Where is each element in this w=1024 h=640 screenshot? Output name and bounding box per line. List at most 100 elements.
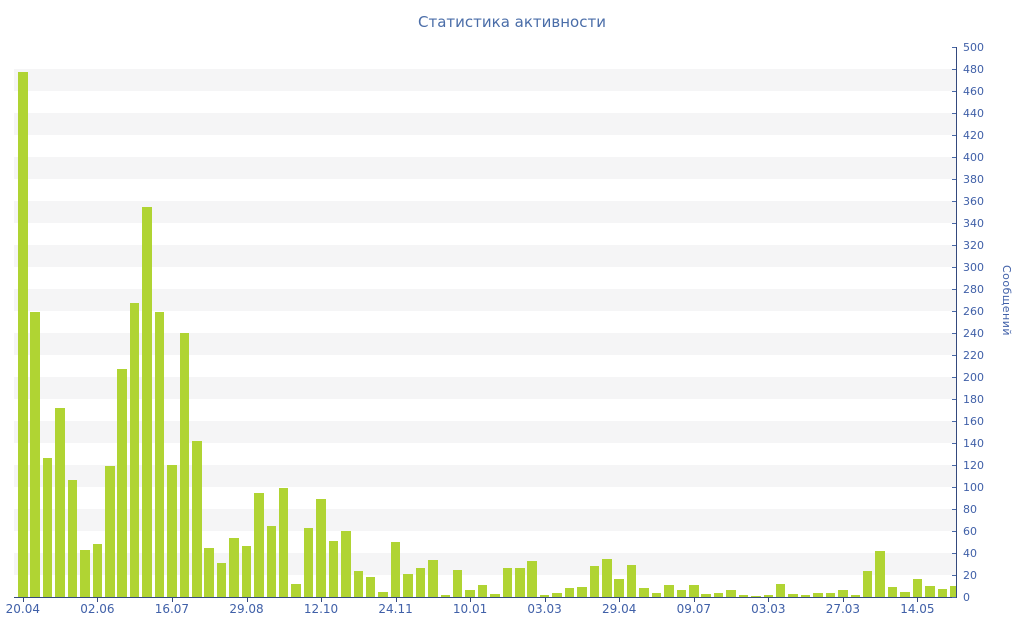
- bar[interactable]: [278, 488, 289, 597]
- bar[interactable]: [813, 592, 823, 597]
- y-tick: [952, 91, 956, 92]
- bar[interactable]: [303, 527, 314, 597]
- x-tick-label: 20.04: [5, 602, 40, 616]
- bar[interactable]: [602, 558, 612, 597]
- bar[interactable]: [42, 458, 53, 597]
- bar[interactable]: [515, 568, 525, 597]
- bar[interactable]: [117, 369, 127, 597]
- bar[interactable]: [738, 594, 749, 597]
- y-tick: [952, 487, 956, 488]
- bar[interactable]: [825, 592, 836, 597]
- bar[interactable]: [564, 588, 575, 597]
- bar[interactable]: [639, 588, 649, 597]
- y-tick: [952, 509, 956, 510]
- bar[interactable]: [365, 577, 376, 597]
- bar[interactable]: [378, 591, 388, 597]
- bar[interactable]: [763, 594, 774, 597]
- y-tick: [952, 553, 956, 554]
- bar[interactable]: [18, 72, 28, 597]
- bar[interactable]: [502, 568, 513, 597]
- grid-stripe: [14, 377, 956, 399]
- bar[interactable]: [912, 579, 923, 597]
- grid-stripe: [14, 421, 956, 443]
- y-axis-line: [956, 47, 957, 598]
- bar[interactable]: [465, 590, 475, 597]
- bar[interactable]: [539, 594, 550, 597]
- y-tick: [952, 575, 956, 576]
- x-tick-label: 16.07: [154, 602, 190, 616]
- bar[interactable]: [490, 593, 500, 597]
- bar[interactable]: [254, 492, 264, 597]
- y-tick: [952, 399, 956, 400]
- bar[interactable]: [726, 590, 736, 597]
- bar[interactable]: [403, 573, 413, 597]
- bar[interactable]: [887, 587, 898, 597]
- bar[interactable]: [204, 547, 214, 597]
- bar[interactable]: [92, 544, 103, 597]
- bar[interactable]: [67, 480, 78, 597]
- bar[interactable]: [838, 590, 848, 597]
- bar[interactable]: [676, 590, 687, 597]
- bar[interactable]: [129, 303, 140, 597]
- bar[interactable]: [900, 591, 910, 597]
- bar[interactable]: [154, 312, 165, 597]
- bar[interactable]: [477, 584, 488, 597]
- bar[interactable]: [353, 570, 364, 597]
- grid-stripe: [14, 113, 956, 135]
- y-tick: [952, 113, 956, 114]
- y-axis-title: Сообщений: [1000, 265, 1013, 337]
- bar[interactable]: [192, 440, 202, 597]
- bar[interactable]: [55, 407, 65, 597]
- bar[interactable]: [30, 312, 40, 597]
- bar[interactable]: [689, 584, 699, 597]
- bar[interactable]: [552, 592, 562, 597]
- x-tick-label: 27.03: [825, 602, 861, 616]
- bar[interactable]: [862, 570, 873, 597]
- bar[interactable]: [167, 465, 177, 597]
- bar[interactable]: [390, 542, 401, 597]
- bar[interactable]: [664, 584, 674, 597]
- y-tick-label: 20: [963, 569, 977, 582]
- bar[interactable]: [925, 586, 935, 597]
- bar[interactable]: [328, 540, 339, 597]
- bar[interactable]: [850, 594, 861, 597]
- bar[interactable]: [577, 587, 587, 597]
- bar[interactable]: [316, 499, 326, 597]
- y-tick: [952, 245, 956, 246]
- bar[interactable]: [415, 568, 426, 597]
- y-tick-label: 100: [963, 481, 984, 494]
- bar[interactable]: [751, 595, 761, 597]
- bar[interactable]: [291, 583, 301, 597]
- bar[interactable]: [937, 589, 948, 597]
- y-tick-label: 180: [963, 393, 984, 406]
- bar[interactable]: [651, 592, 662, 597]
- bar[interactable]: [800, 594, 811, 597]
- x-tick: [544, 598, 546, 602]
- y-tick-label: 160: [963, 415, 984, 428]
- bar[interactable]: [713, 592, 724, 597]
- bar[interactable]: [229, 537, 239, 597]
- bar[interactable]: [341, 531, 351, 597]
- bar[interactable]: [589, 566, 600, 597]
- x-tick: [619, 598, 621, 602]
- bar[interactable]: [266, 525, 277, 597]
- bar[interactable]: [80, 549, 90, 597]
- bar[interactable]: [949, 586, 956, 597]
- bar[interactable]: [440, 594, 451, 597]
- bar[interactable]: [626, 565, 637, 597]
- bar[interactable]: [775, 583, 786, 597]
- bar[interactable]: [788, 593, 798, 597]
- bar[interactable]: [614, 579, 624, 597]
- bar[interactable]: [452, 569, 463, 597]
- y-tick: [952, 223, 956, 224]
- bar[interactable]: [142, 206, 152, 597]
- bar[interactable]: [428, 559, 438, 597]
- bar[interactable]: [216, 562, 227, 597]
- bar[interactable]: [179, 333, 190, 597]
- bar[interactable]: [701, 593, 711, 597]
- bar[interactable]: [875, 550, 885, 597]
- bar[interactable]: [241, 546, 252, 597]
- bar[interactable]: [527, 560, 537, 597]
- bar[interactable]: [105, 466, 115, 597]
